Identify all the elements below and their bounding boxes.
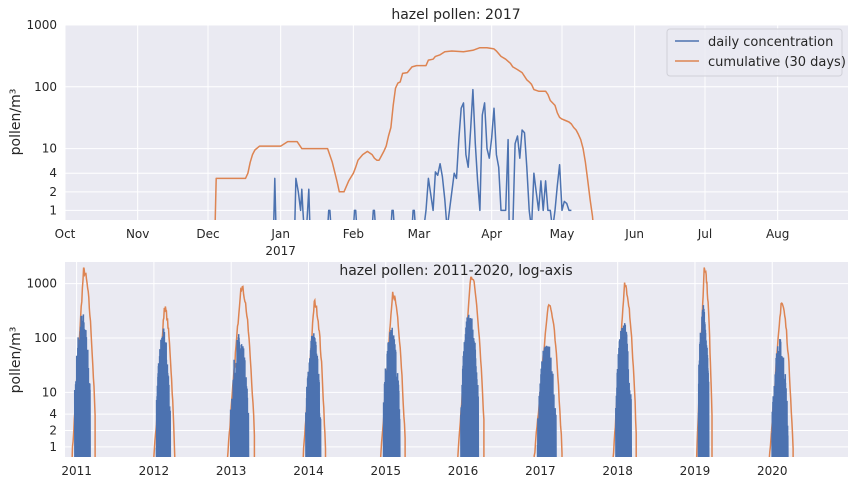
x-tick-label: 2014: [293, 464, 324, 478]
x-tick-label: 2015: [371, 464, 402, 478]
x-tick-label: Mar: [408, 227, 431, 241]
legend-label-cumulative: cumulative (30 days): [708, 55, 846, 70]
x-tick-label: 2020: [757, 464, 788, 478]
y-tick-label: 2: [49, 185, 57, 199]
x-tick-label: 2011: [61, 464, 92, 478]
series-line-daily-2014: [305, 333, 322, 457]
series-line-daily-concentration: [273, 88, 572, 220]
series-line-daily-2015: [382, 327, 401, 457]
series-line-cumulative: [214, 46, 594, 220]
y-tick-label: 1: [49, 440, 57, 454]
series-line-daily-2012: [155, 328, 172, 457]
x-tick-label: Apr: [481, 227, 502, 241]
x-tick-label: Oct: [55, 227, 76, 241]
series-line-daily-2020: [771, 338, 789, 457]
series-line-daily-2017: [536, 345, 557, 457]
y-axis-label-2017: pollen/m³: [8, 89, 24, 156]
year-label-2017: 2017: [265, 244, 296, 258]
chart-title-2017: hazel pollen: 2017: [391, 7, 520, 23]
y-tick-label: 1000: [26, 277, 57, 291]
chart-hazel-2017: 1 2 4 10 100 1000 Oct Nov Dec Jan Feb Mar Apr May Jun…: [8, 7, 848, 258]
x-tick-label: 2012: [139, 464, 170, 478]
x-tick-label: Jul: [697, 227, 712, 241]
y-tick-label: 10: [42, 385, 57, 399]
y-tick-labels-2017: 1 2 4 10 100 1000: [26, 18, 57, 217]
x-tick-label: 2017: [525, 464, 556, 478]
plot-area-2011-2020: [65, 262, 848, 457]
x-tick-label: 2019: [680, 464, 711, 478]
series-line-daily-2019: [697, 305, 710, 457]
y-tick-label: 100: [34, 331, 57, 345]
legend-label-daily: daily concentration: [708, 35, 833, 50]
series-lines-2011-2020: [71, 267, 794, 457]
x-tick-label: Jun: [624, 227, 644, 241]
y-tick-label: 4: [49, 166, 57, 180]
x-tick-labels-2017: Oct Nov Dec Jan Feb Mar Apr May Jun Jul Aug: [55, 227, 790, 241]
y-tick-label: 100: [34, 80, 57, 94]
series-line-daily-2013: [229, 334, 250, 457]
chart-title-2011-2020: hazel pollen: 2011-2020, log-axis: [339, 263, 572, 279]
x-tick-label: 2013: [216, 464, 247, 478]
series-line-daily-2016: [460, 314, 480, 457]
legend: daily concentration cumulative (30 days): [666, 28, 846, 77]
x-tick-label: Jan: [270, 227, 290, 241]
y-tick-label: 1000: [26, 18, 57, 32]
x-tick-label: Nov: [126, 227, 149, 241]
y-tick-label: 4: [49, 407, 57, 421]
x-tick-label: 2018: [602, 464, 633, 478]
x-tick-label: 2016: [448, 464, 479, 478]
x-tick-label: Feb: [343, 227, 364, 241]
x-tick-label: Dec: [196, 227, 219, 241]
series-lines-2017: [214, 46, 594, 220]
y-tick-labels-2011-2020: 1 2 4 10 100 1000: [26, 277, 57, 454]
x-tick-labels-2011-2020: 2011 2012 2013 2014 2015 2016 2017 2018 2019 2020: [61, 464, 787, 478]
x-tick-label: May: [550, 227, 575, 241]
y-tick-label: 10: [42, 142, 57, 156]
series-line-daily-2018: [615, 323, 633, 457]
y-tick-label: 2: [49, 423, 57, 437]
y-tick-label: 1: [49, 203, 57, 217]
series-line-daily-2011: [73, 314, 91, 457]
y-axis-label-2011-2020: pollen/m³: [8, 327, 24, 394]
series-line-cumulative-2017: [533, 303, 563, 457]
x-tick-label: Aug: [766, 227, 789, 241]
legend-box: [666, 28, 843, 77]
